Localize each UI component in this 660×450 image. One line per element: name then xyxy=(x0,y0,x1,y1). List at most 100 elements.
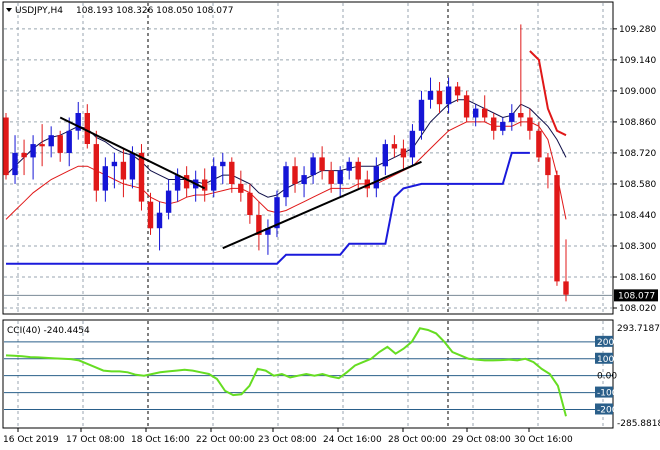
candle-body xyxy=(382,144,388,167)
candle-body xyxy=(229,161,235,184)
candle xyxy=(147,192,154,235)
candle-body xyxy=(473,108,479,118)
candle-body xyxy=(75,113,81,131)
candle-body xyxy=(156,212,163,229)
x-tick-label: 30 Oct 16:00 xyxy=(514,435,573,445)
candle xyxy=(545,152,551,189)
candle xyxy=(256,201,262,251)
candle-body xyxy=(57,135,63,153)
candle-body xyxy=(183,175,190,189)
candle-body xyxy=(500,121,506,131)
candle xyxy=(491,113,497,140)
candle-body xyxy=(355,161,361,180)
candle-body xyxy=(138,152,145,202)
axis-layer: 109.280 109.140 109.000 108.860 108.720 108.5… xyxy=(3,25,660,445)
candle xyxy=(93,130,99,202)
cci-level-label: 100 xyxy=(597,355,614,365)
candle xyxy=(138,144,145,211)
candle-body xyxy=(491,117,497,131)
candle-body xyxy=(545,157,551,176)
candle xyxy=(211,157,217,198)
moving-average-red-extension xyxy=(529,50,567,137)
candle-body xyxy=(21,152,27,158)
candle-body xyxy=(301,175,307,184)
candle xyxy=(509,104,515,131)
candle xyxy=(310,152,316,184)
cci-line xyxy=(5,327,567,417)
candle xyxy=(328,161,334,193)
candle xyxy=(21,139,27,176)
candle xyxy=(283,161,289,207)
x-tick-label: 16 Oct 2019 xyxy=(3,435,59,445)
candle xyxy=(527,108,533,140)
candle xyxy=(391,135,398,158)
candle-body xyxy=(454,86,461,96)
candle-body xyxy=(111,161,118,167)
candle xyxy=(536,121,542,162)
cci-header-label: CCI(40) -240.4454 xyxy=(7,326,90,336)
cci-grid xyxy=(4,321,612,427)
candle xyxy=(373,157,379,198)
candle xyxy=(400,139,407,171)
cci-level-tag xyxy=(595,386,613,398)
candle-body xyxy=(509,113,515,122)
cci-level-tag xyxy=(595,352,613,364)
candle xyxy=(102,157,108,202)
candle xyxy=(518,24,524,127)
x-tick-label: 17 Oct 08:00 xyxy=(66,435,125,445)
candle xyxy=(75,101,81,140)
candle xyxy=(229,157,235,193)
x-tick-label: 28 Oct 00:00 xyxy=(388,435,447,445)
candle xyxy=(48,126,54,158)
stop-level-line xyxy=(6,151,530,265)
candle-body xyxy=(418,99,425,131)
candle xyxy=(57,130,63,162)
cci-level-label: 200 xyxy=(597,338,614,348)
candle-body xyxy=(463,95,470,118)
trendline[interactable] xyxy=(222,160,422,250)
price-tick-label: 108.860 xyxy=(619,118,656,128)
candle-body xyxy=(93,144,99,191)
candle-body xyxy=(165,190,172,213)
candle-body xyxy=(563,281,569,295)
candle-body xyxy=(84,113,90,144)
candle xyxy=(274,190,280,238)
candle-body xyxy=(247,192,253,215)
price-tick-label: 108.160 xyxy=(619,273,656,283)
candle xyxy=(202,168,208,202)
candle-body xyxy=(238,183,244,193)
cci-scale-max: 293.7187 xyxy=(617,324,660,334)
candle xyxy=(364,170,370,198)
candle xyxy=(265,219,271,255)
candle xyxy=(292,157,298,193)
trendline[interactable] xyxy=(59,116,206,190)
candle xyxy=(409,124,416,167)
candle-body xyxy=(265,228,271,235)
candle-body xyxy=(436,90,443,105)
price-tick-label: 109.000 xyxy=(619,87,656,97)
candle-body xyxy=(518,113,524,118)
candle-body xyxy=(427,90,434,100)
candle xyxy=(12,135,18,184)
current-price-label: 108.077 xyxy=(618,291,655,301)
candle xyxy=(346,157,352,180)
candle-body xyxy=(337,170,343,184)
candle-body xyxy=(400,148,407,158)
candle xyxy=(563,239,569,302)
candle-body xyxy=(202,179,208,191)
candle xyxy=(301,166,307,198)
price-tick-label: 108.720 xyxy=(619,149,656,159)
candle-body xyxy=(391,144,398,149)
candle xyxy=(319,146,325,180)
candle-body xyxy=(256,215,262,235)
candle xyxy=(436,82,443,114)
price-tick-label: 108.580 xyxy=(619,180,656,190)
candle-body xyxy=(12,152,18,176)
dropdown-triangle-icon[interactable] xyxy=(6,8,12,12)
candle xyxy=(463,90,470,122)
candle xyxy=(220,152,226,184)
candle xyxy=(247,183,253,224)
cci-level-tag xyxy=(595,335,613,347)
candle xyxy=(482,95,488,122)
